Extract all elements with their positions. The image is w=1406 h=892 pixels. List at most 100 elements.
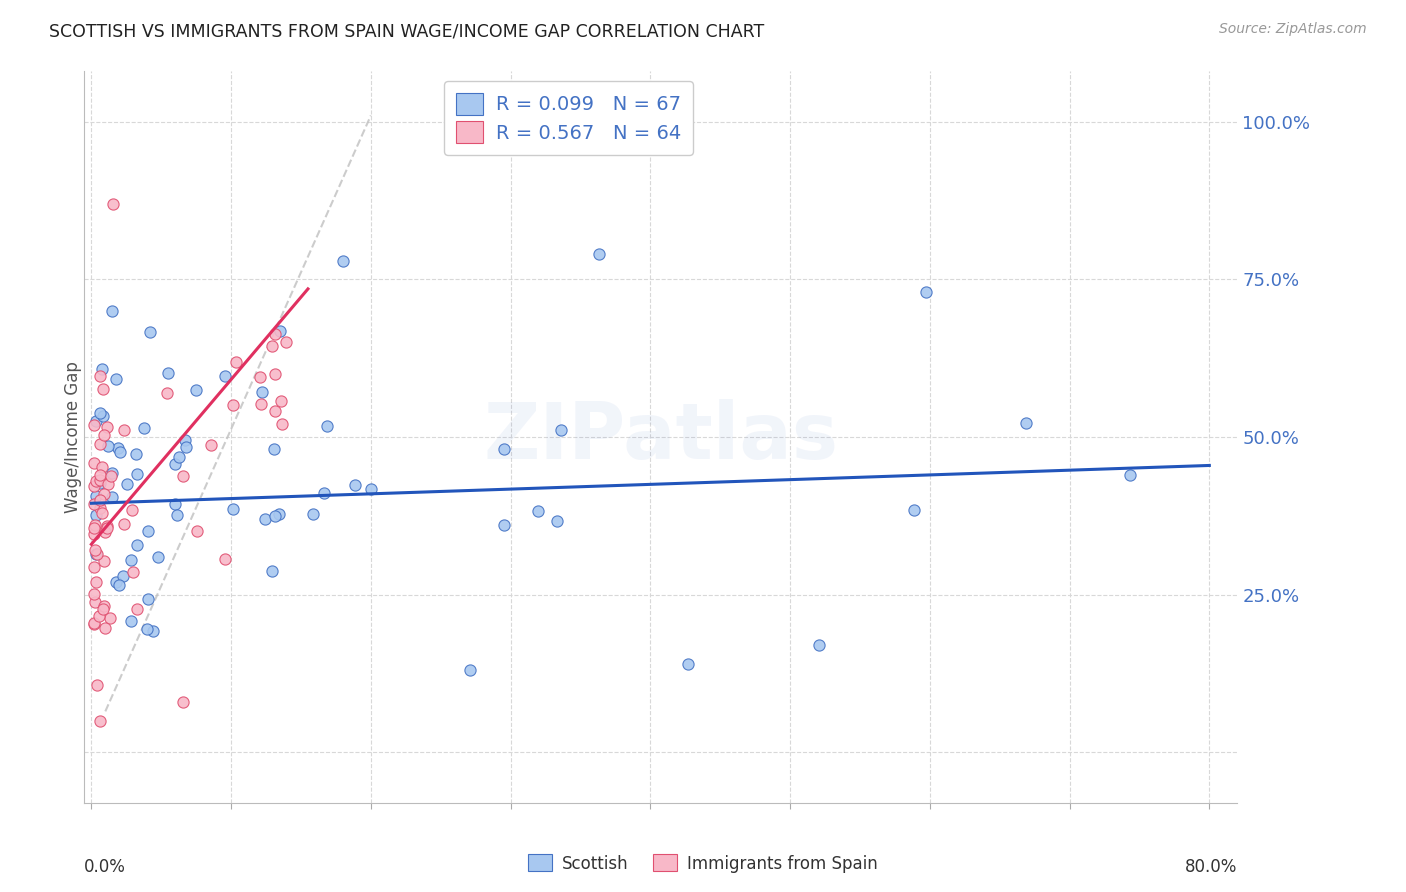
Point: [136, 622, 159, 636]
Point: [302, 507, 325, 521]
Point: [157, 366, 180, 380]
Point: [262, 339, 284, 353]
Point: [91, 409, 114, 424]
Point: [93, 427, 115, 442]
Point: [83, 560, 105, 574]
Point: [100, 490, 122, 504]
Point: [174, 440, 197, 454]
Point: [252, 384, 274, 399]
Point: [108, 444, 131, 458]
Point: [492, 517, 515, 532]
Point: [94, 524, 117, 539]
Point: [214, 368, 236, 383]
Point: [249, 370, 271, 384]
Point: [83, 595, 105, 609]
Point: [139, 325, 162, 339]
Point: [125, 447, 148, 461]
Point: [91, 383, 114, 397]
Point: [84, 574, 107, 589]
Point: [86, 678, 108, 692]
Point: [274, 335, 297, 350]
Point: [84, 475, 107, 489]
Text: ZIPatlas: ZIPatlas: [484, 399, 838, 475]
Point: [96, 520, 118, 534]
Point: [186, 524, 208, 538]
Point: [142, 624, 165, 638]
Point: [588, 247, 610, 261]
Point: [262, 564, 284, 578]
Point: [112, 516, 135, 531]
Point: [312, 486, 335, 500]
Point: [316, 418, 339, 433]
Point: [91, 601, 114, 615]
Point: [148, 549, 170, 564]
Point: [104, 574, 127, 589]
Point: [546, 514, 568, 528]
Point: [107, 441, 129, 455]
Point: [269, 324, 291, 338]
Point: [332, 253, 354, 268]
Point: [121, 503, 143, 517]
Point: [527, 504, 550, 518]
Point: [460, 664, 482, 678]
Point: [167, 450, 190, 465]
Point: [108, 578, 131, 592]
Point: [165, 458, 187, 472]
Point: [83, 418, 105, 433]
Point: [117, 477, 139, 491]
Point: [89, 406, 111, 420]
Point: [97, 439, 120, 453]
Point: [100, 469, 122, 483]
Point: [200, 438, 222, 452]
Point: [83, 497, 105, 511]
Point: [344, 478, 367, 492]
Point: [166, 508, 188, 522]
Point: [264, 404, 287, 418]
Point: [83, 616, 105, 631]
Point: [96, 519, 118, 533]
Point: [136, 592, 159, 607]
Point: [84, 508, 107, 522]
Point: [93, 487, 115, 501]
Point: [254, 512, 277, 526]
Point: [89, 468, 111, 483]
Point: [104, 372, 127, 386]
Point: [172, 469, 194, 483]
Point: [808, 638, 831, 652]
Point: [98, 610, 121, 624]
Point: [550, 423, 572, 437]
Point: [173, 433, 195, 447]
Point: [1118, 468, 1140, 483]
Point: [93, 554, 115, 568]
Point: [264, 327, 287, 342]
Point: [270, 417, 292, 431]
Point: [89, 493, 111, 508]
Point: [914, 285, 936, 299]
Legend: R = 0.099   N = 67, R = 0.567   N = 64: R = 0.099 N = 67, R = 0.567 N = 64: [444, 81, 693, 155]
Point: [263, 442, 285, 457]
Point: [267, 508, 290, 522]
Point: [903, 502, 925, 516]
Point: [91, 361, 114, 376]
Text: 80.0%: 80.0%: [1185, 858, 1237, 876]
Point: [94, 622, 117, 636]
Point: [83, 587, 105, 601]
Point: [83, 456, 105, 470]
Point: [101, 467, 124, 481]
Point: [263, 368, 285, 382]
Point: [134, 421, 156, 435]
Point: [184, 383, 207, 397]
Point: [127, 538, 149, 552]
Point: [87, 609, 110, 624]
Point: [120, 552, 142, 566]
Point: [120, 614, 142, 628]
Text: Source: ZipAtlas.com: Source: ZipAtlas.com: [1219, 22, 1367, 37]
Point: [89, 714, 111, 728]
Point: [89, 501, 111, 516]
Point: [270, 394, 292, 409]
Point: [222, 502, 245, 516]
Point: [214, 551, 236, 566]
Point: [165, 497, 187, 511]
Point: [250, 397, 273, 411]
Point: [1014, 416, 1036, 430]
